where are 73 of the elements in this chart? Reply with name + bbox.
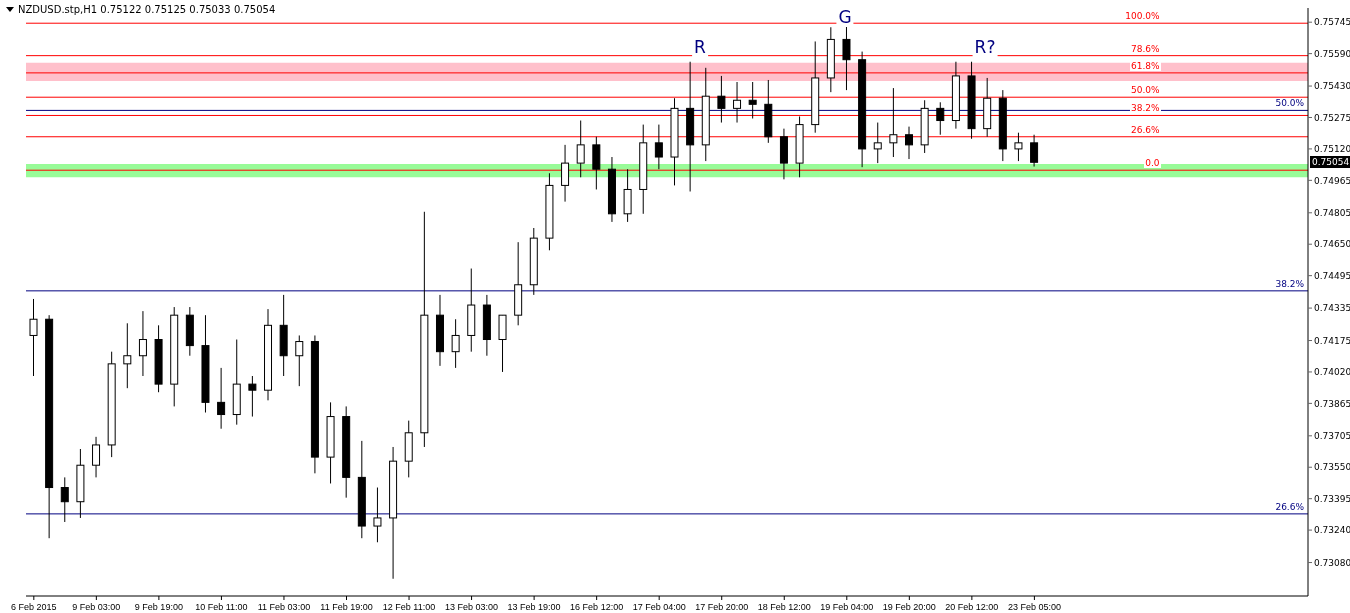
candlestick — [373, 487, 382, 543]
y-tick-label: 0.73865 — [1314, 398, 1350, 409]
y-tick-label: 0.74175 — [1314, 335, 1350, 346]
candlestick — [29, 298, 38, 377]
y-tick-label: 0.74020 — [1314, 367, 1350, 378]
y-tick-label: 0.74495 — [1314, 270, 1350, 281]
annotation: 26.6% — [1274, 501, 1305, 512]
candlestick — [138, 310, 147, 377]
x-tick-label: 10 Feb 11:00 — [195, 602, 248, 612]
x-tick-label: 23 Feb 05:00 — [1007, 602, 1061, 612]
candlestick — [748, 81, 757, 119]
y-tick-label: 0.74335 — [1314, 303, 1350, 314]
x-tick-label: 12 Feb 11:00 — [382, 602, 436, 612]
candlestick — [733, 81, 742, 124]
x-tick-label: 6 Feb 2015 — [11, 602, 57, 612]
x-tick-label: 13 Feb 19:00 — [507, 602, 561, 612]
annotation: G — [836, 7, 854, 27]
candlestick — [123, 322, 132, 389]
y-tick-label: 0.73080 — [1314, 557, 1350, 568]
candlestick — [451, 318, 460, 369]
candlestick — [1030, 134, 1039, 168]
y-tick-label: 0.75430 — [1314, 81, 1350, 92]
candlestick — [654, 124, 663, 170]
annotation: 50.0% — [1274, 98, 1305, 109]
candlestick — [905, 126, 914, 160]
candlestick — [248, 375, 257, 418]
annotation: R? — [972, 37, 998, 57]
y-tick-label: 0.75275 — [1314, 112, 1350, 123]
y-tick-label: 0.75120 — [1314, 144, 1350, 155]
chart-title: NZDUSD.stp,H1 0.75122 0.75125 0.75033 0.75054 — [18, 4, 276, 15]
candlestick — [889, 87, 898, 158]
y-tick-label: 0.73550 — [1314, 462, 1350, 473]
candlestick — [842, 24, 851, 91]
y-tick-label: 0.73705 — [1314, 431, 1350, 442]
y-tick-label: 0.74805 — [1314, 207, 1350, 218]
candlestick — [217, 367, 226, 430]
candlestick — [576, 120, 585, 178]
x-tick-label: 11 Feb 03:00 — [257, 602, 311, 612]
x-tick-label: 19 Feb 04:00 — [820, 602, 874, 612]
y-tick-label: 0.75590 — [1314, 48, 1350, 59]
annotation: 38.2% — [1274, 278, 1305, 289]
x-tick-label: 18 Feb 12:00 — [757, 602, 811, 612]
y-tick-label: 0.74650 — [1314, 239, 1350, 250]
x-tick-label: 17 Feb 20:00 — [695, 602, 749, 612]
annotation: 0.0 — [1144, 158, 1161, 169]
candlestick — [1014, 132, 1023, 162]
y-tick-label: 0.73395 — [1314, 493, 1350, 504]
annotation: 78.6% — [1129, 43, 1161, 54]
x-tick-label: 20 Feb 12:00 — [945, 602, 999, 612]
candlestick — [561, 144, 570, 203]
x-tick-label: 16 Feb 12:00 — [570, 602, 624, 612]
candlestick — [873, 122, 882, 164]
x-tick-label: 19 Feb 20:00 — [882, 602, 936, 612]
x-tick-label: 11 Feb 19:00 — [320, 602, 373, 612]
candlestick — [295, 334, 304, 387]
candlestick — [92, 436, 101, 478]
y-tick-label: 0.73240 — [1314, 525, 1350, 536]
x-tick-label: 13 Feb 03:00 — [445, 602, 499, 612]
y-tick-label: 0.75745 — [1314, 17, 1350, 28]
x-tick-label: 9 Feb 19:00 — [134, 602, 183, 612]
text: 0.75054 — [1310, 156, 1350, 169]
candlestick — [936, 101, 945, 136]
x-tick-label: 17 Feb 04:00 — [632, 602, 686, 612]
annotation: 38.2% — [1129, 103, 1161, 114]
x-tick-label: 9 Feb 03:00 — [72, 602, 121, 612]
annotation: 100.0% — [1124, 11, 1161, 22]
annotation: 50.0% — [1129, 85, 1161, 96]
y-tick-label: 0.74965 — [1314, 175, 1350, 186]
annotation: R — [692, 37, 708, 57]
candlestick — [60, 476, 69, 523]
annotation: 61.8% — [1129, 60, 1161, 71]
annotation: 26.6% — [1129, 124, 1161, 135]
candlestick — [717, 75, 726, 124]
